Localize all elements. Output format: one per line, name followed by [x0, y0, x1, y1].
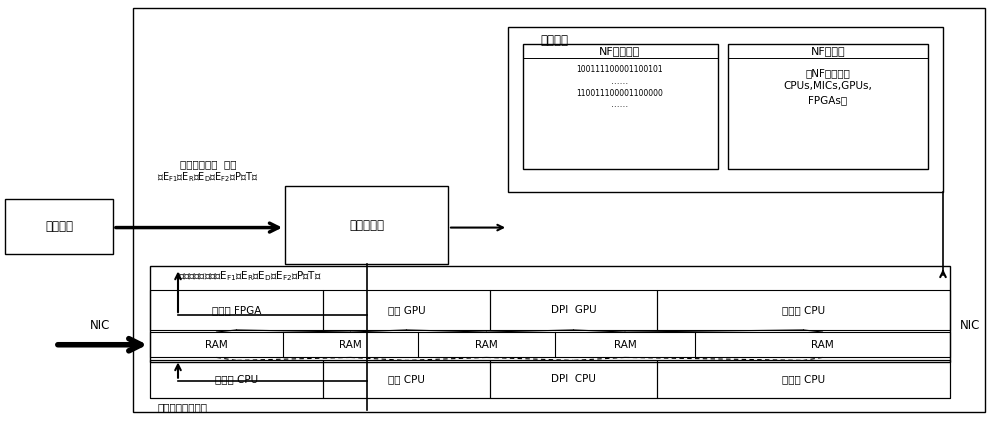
Text: 路由 CPU: 路由 CPU: [388, 374, 425, 384]
Text: RAM: RAM: [339, 340, 362, 350]
Text: NIC: NIC: [90, 319, 110, 332]
Text: 高性能数据平面（E$_{\mathrm{F1}}$，E$_{\mathrm{R}}$，E$_{\mathrm{D}}$，E$_{\mathrm{F2}}$，P，: 高性能数据平面（E$_{\mathrm{F1}}$，E$_{\mathrm{R}…: [178, 269, 322, 283]
Text: CPUs,MICs,GPUs,: CPUs,MICs,GPUs,: [784, 81, 872, 91]
Text: NF实例库: NF实例库: [811, 46, 845, 56]
Text: 网管系统: 网管系统: [45, 220, 73, 233]
Text: 防火墙 CPU: 防火墙 CPU: [782, 374, 825, 384]
Text: RAM: RAM: [614, 340, 636, 350]
Text: FPGAs）: FPGAs）: [808, 95, 848, 105]
Text: ......: ......: [611, 100, 629, 110]
Text: RAM: RAM: [475, 340, 498, 350]
Text: 配置管理器: 配置管理器: [350, 219, 384, 232]
Text: NF描述表项: NF描述表项: [599, 46, 641, 56]
Text: DPI  CPU: DPI CPU: [551, 374, 596, 384]
Text: 网络功能配置  请求: 网络功能配置 请求: [180, 159, 236, 169]
Text: 失效保护数据平面: 失效保护数据平面: [158, 402, 208, 412]
Text: 存储空间: 存储空间: [540, 34, 568, 47]
Text: 100111100001100101: 100111100001100101: [577, 65, 663, 74]
Text: NIC: NIC: [960, 319, 980, 332]
Text: ......: ......: [611, 77, 629, 86]
Text: RAM: RAM: [811, 340, 834, 350]
Text: 路由 GPU: 路由 GPU: [388, 305, 425, 315]
Text: 防火墙 FPGA: 防火墙 FPGA: [212, 305, 261, 315]
Text: 防火墙 CPU: 防火墙 CPU: [215, 374, 258, 384]
Text: 防火墙 CPU: 防火墙 CPU: [782, 305, 825, 315]
Text: （E$_{\mathrm{F1}}$，E$_{\mathrm{R}}$，E$_{\mathrm{D}}$，E$_{\mathrm{F2}}$，P，T）: （E$_{\mathrm{F1}}$，E$_{\mathrm{R}}$，E$_{…: [157, 170, 259, 184]
Text: DPI  GPU: DPI GPU: [551, 305, 596, 315]
Text: RAM: RAM: [205, 340, 228, 350]
Text: 110011100001100000: 110011100001100000: [577, 89, 663, 99]
Text: （NF实例支持: （NF实例支持: [806, 68, 850, 78]
